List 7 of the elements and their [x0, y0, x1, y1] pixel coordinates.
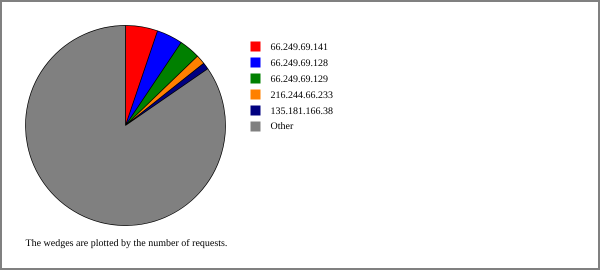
legend-label: Other: [270, 121, 294, 132]
legend-label: 135.181.166.38: [270, 106, 333, 117]
legend-label: 66.249.69.141: [270, 42, 328, 53]
text: The wedges are plotted by the number of requests.: [26, 238, 228, 249]
legend-label: 66.249.69.128: [270, 58, 328, 69]
legend-label: 66.249.69.129: [270, 74, 328, 85]
legend-label: 216.244.66.233: [270, 90, 333, 101]
